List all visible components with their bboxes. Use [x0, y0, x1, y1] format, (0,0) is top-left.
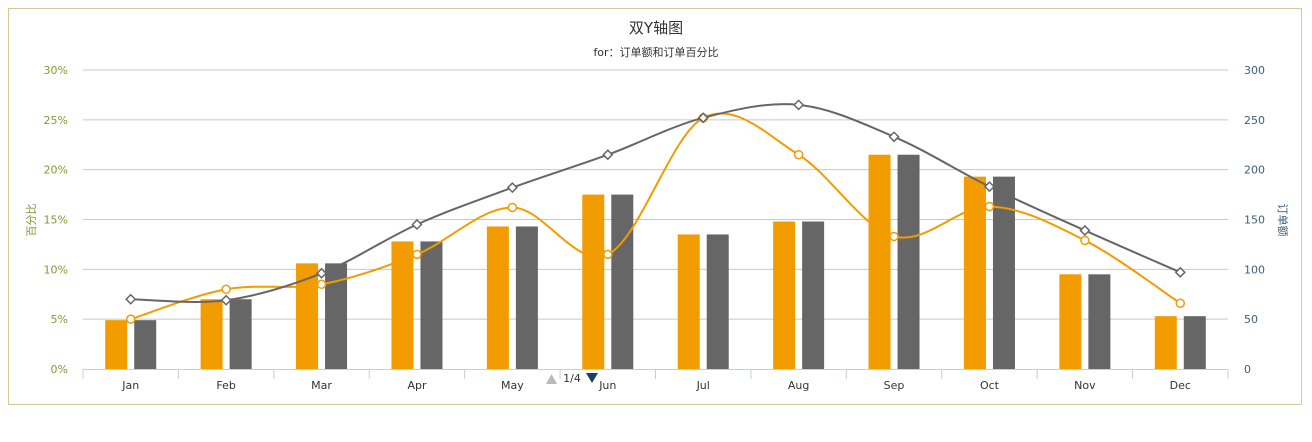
line-point-marker	[125, 293, 137, 305]
bar	[706, 234, 729, 369]
x-tick-label: Jan	[121, 379, 139, 392]
pager-up-arrow[interactable]	[546, 374, 557, 384]
line-point-marker	[316, 279, 327, 290]
line-point-marker	[412, 249, 422, 260]
line-point-marker	[1080, 235, 1090, 246]
right-tick-label: 50	[1244, 313, 1258, 326]
line-point-marker	[793, 99, 805, 111]
line-point-marker	[602, 149, 614, 161]
left-tick-label: 30%	[44, 64, 68, 77]
line-point-marker	[1079, 224, 1091, 237]
bar	[105, 320, 128, 369]
left-tick-label: 20%	[44, 164, 68, 177]
bar	[802, 221, 825, 369]
bar	[486, 226, 509, 369]
pager-down-arrow[interactable]	[586, 373, 598, 383]
bar	[963, 176, 986, 369]
left-tick-label: 5%	[51, 313, 68, 326]
right-axis-title: 订单额	[1276, 204, 1289, 237]
chart-subtitle: for：订单额和订单百分比	[593, 46, 718, 59]
line-point-marker	[1175, 298, 1186, 308]
line-point-marker	[125, 314, 136, 324]
bar	[325, 263, 348, 369]
bar	[868, 154, 891, 369]
line-point-marker	[888, 131, 900, 143]
line-point-marker	[983, 181, 996, 193]
line-point-marker	[220, 294, 232, 306]
x-tick-label: Aug	[788, 379, 809, 392]
right-tick-label: 200	[1244, 164, 1265, 177]
right-tick-label: 100	[1244, 263, 1265, 276]
bar	[897, 154, 920, 369]
series-line	[130, 103, 1181, 303]
line-point-marker	[507, 202, 518, 213]
bar	[773, 221, 796, 369]
bar	[200, 299, 223, 369]
right-tick-label: 250	[1244, 114, 1265, 127]
bar	[229, 299, 252, 369]
x-tick-label: Sep	[884, 379, 905, 392]
x-tick-label: Jul	[696, 379, 710, 392]
x-tick-label: Mar	[311, 379, 332, 392]
line-point-marker	[697, 112, 709, 124]
line-point-marker	[889, 231, 899, 242]
bar	[582, 194, 605, 369]
bar	[1154, 316, 1177, 369]
chart-title: 双Y轴图	[629, 19, 683, 37]
line-point-marker	[221, 284, 231, 295]
line-point-marker	[1174, 266, 1186, 278]
right-tick-label: 150	[1244, 214, 1265, 227]
left-axis-title: 百分比	[25, 204, 38, 237]
bar	[611, 194, 634, 369]
line-point-marker	[411, 218, 423, 231]
line-point-marker	[793, 149, 804, 160]
bar	[296, 263, 319, 369]
x-tick-label: Jun	[598, 379, 616, 392]
bar	[515, 226, 538, 369]
right-tick-label: 0	[1244, 363, 1251, 376]
x-tick-label: Apr	[407, 379, 427, 392]
x-tick-label: Feb	[216, 379, 235, 392]
line-point-marker	[315, 267, 328, 279]
left-tick-label: 25%	[44, 114, 68, 127]
bar	[1059, 274, 1082, 369]
left-tick-label: 0%	[51, 363, 68, 376]
right-tick-label: 300	[1244, 64, 1265, 77]
line-point-marker	[984, 201, 995, 212]
left-tick-label: 15%	[44, 214, 68, 227]
bar	[992, 176, 1015, 369]
x-tick-label: Oct	[980, 379, 1000, 392]
bar	[134, 320, 157, 369]
left-tick-label: 10%	[44, 263, 68, 276]
x-tick-label: Dec	[1170, 379, 1191, 392]
bar	[420, 241, 443, 369]
line-point-marker	[603, 249, 613, 260]
line-point-marker	[506, 182, 518, 194]
bar	[391, 241, 414, 369]
bar	[677, 234, 700, 369]
bar	[1183, 316, 1206, 369]
series-line	[130, 112, 1181, 321]
chart-frame	[8, 8, 1302, 405]
pager-text: 1/4	[563, 372, 581, 385]
bar	[1088, 274, 1111, 369]
x-tick-label: May	[501, 379, 524, 392]
legend-pager: 1/4	[546, 372, 598, 385]
x-tick-label: Nov	[1074, 379, 1096, 392]
